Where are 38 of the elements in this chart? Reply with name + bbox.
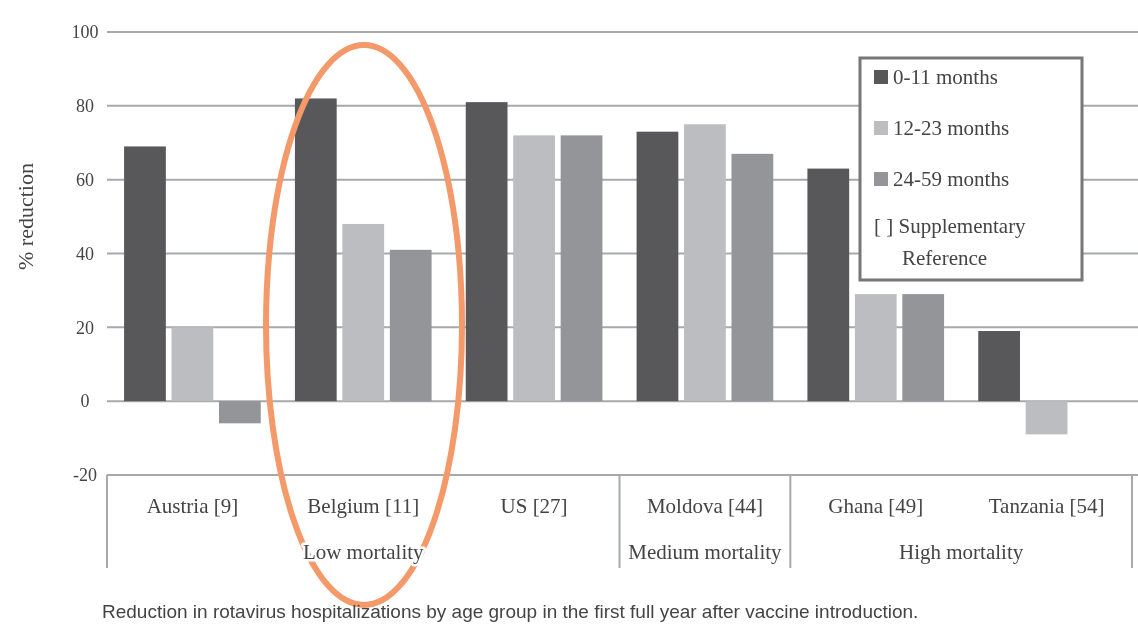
legend-label: 12-23 months: [893, 116, 1010, 141]
x-tick-label: Ghana [49]: [828, 494, 924, 518]
y-tick-label: 20: [76, 317, 94, 338]
y-tick-label: -20: [73, 465, 97, 486]
legend-label: 0-11 months: [893, 65, 998, 90]
legend-label: 24-59 months: [893, 167, 1010, 192]
x-tick-label: Austria [9]: [146, 494, 239, 518]
bar: [342, 223, 385, 402]
bar: [854, 294, 897, 402]
x-tick-label: Belgium [11]: [307, 494, 420, 518]
y-axis-title: % reduction: [13, 163, 38, 270]
bar: [902, 294, 945, 402]
bar: [513, 135, 555, 402]
text: High mortality: [899, 540, 1024, 564]
bar: [218, 401, 261, 424]
bar: [124, 146, 166, 402]
bar: [1025, 401, 1068, 435]
y-tick-label: 100: [71, 22, 99, 43]
bar: [560, 135, 603, 402]
annotation: [ ] Supplementary Reference: [874, 214, 1027, 270]
bar: [978, 331, 1021, 402]
text: Reduction in rotavirus hospitalizations by age group in the first full year after vaccine introduction.: [102, 601, 919, 622]
bar: [684, 124, 726, 402]
x-tick-label: Tanzania [54]: [988, 494, 1105, 518]
bar: [731, 153, 774, 402]
bar: [171, 327, 214, 402]
bar: [294, 98, 337, 402]
y-tick-label: 80: [76, 96, 94, 117]
bar: [389, 249, 432, 402]
x-tick-label: Moldova [44]: [646, 494, 763, 518]
bar: [636, 131, 679, 402]
text: Medium mortality: [628, 540, 783, 564]
x-tick-label: US [27]: [500, 494, 568, 518]
bar: [807, 168, 850, 402]
y-tick-label: 0: [80, 391, 90, 412]
y-tick-label: 60: [76, 169, 94, 190]
y-tick-label: 40: [76, 243, 94, 264]
bar: [465, 102, 508, 402]
